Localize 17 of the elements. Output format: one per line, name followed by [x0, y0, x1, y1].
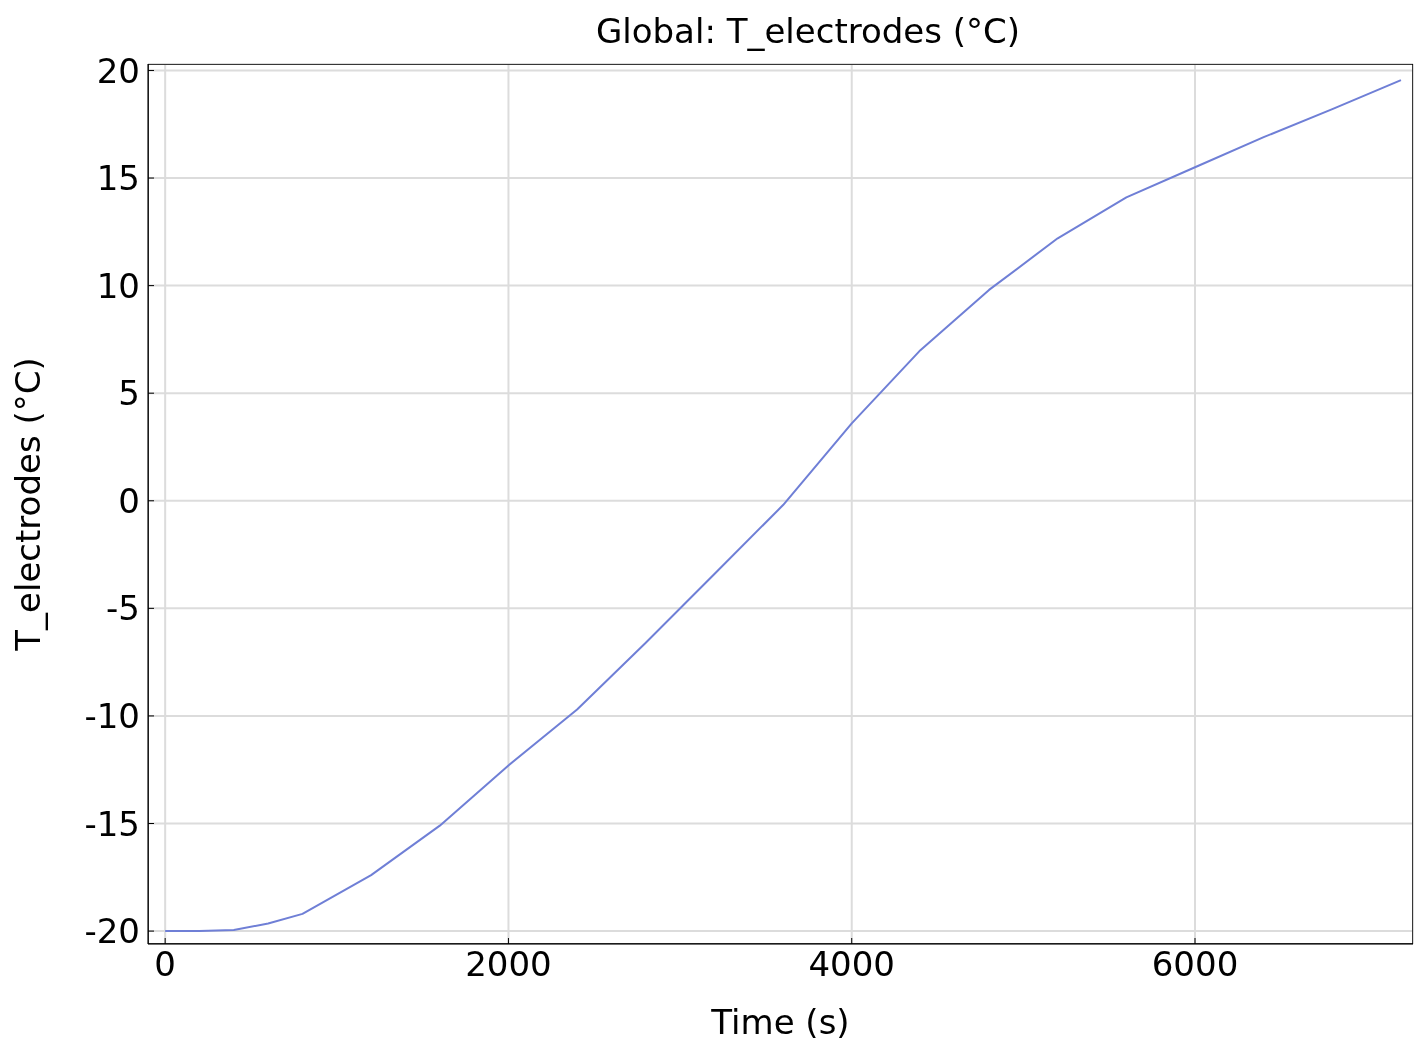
y-tick-label: 10 [96, 265, 140, 306]
x-tick-label: 0 [154, 944, 176, 985]
y-tick-label: 0 [118, 480, 140, 521]
y-tick-label: 15 [96, 158, 140, 199]
y-tick-label: -15 [84, 803, 140, 844]
line-series [164, 79, 1402, 933]
chart-title: Global: T_electrodes (°C) [595, 11, 1021, 51]
y-tick-label: 20 [96, 50, 140, 91]
y-tick-label: 5 [118, 373, 140, 414]
x-tick-label: 2000 [465, 944, 552, 985]
x-tick-label: 6000 [1151, 944, 1239, 985]
y-axis-title: T_electrodes (°C) [8, 357, 49, 652]
y-tick-label: -20 [84, 911, 140, 952]
y-tick-label: -5 [106, 588, 140, 629]
y-tick-label: -10 [84, 696, 140, 736]
x-tick-label: 4000 [808, 944, 895, 985]
x-axis-title: Time (s) [710, 1002, 850, 1042]
